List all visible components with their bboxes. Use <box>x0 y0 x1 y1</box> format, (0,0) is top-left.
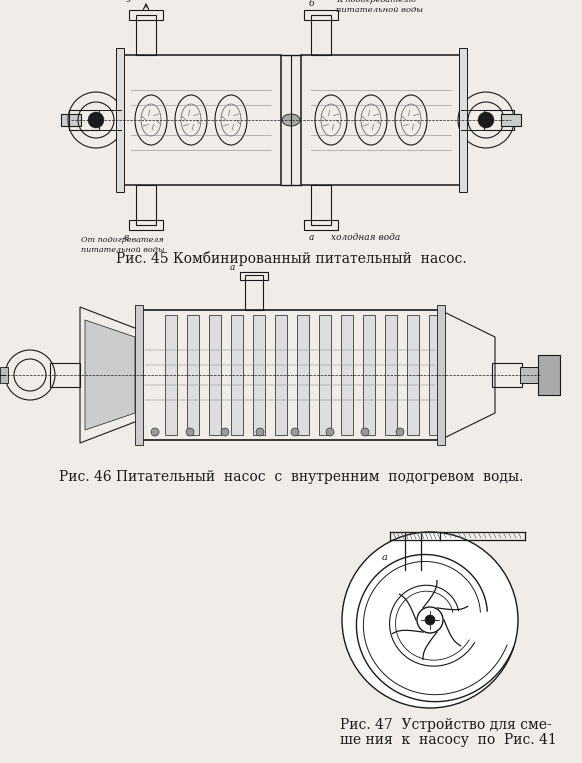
Bar <box>187 315 199 435</box>
Bar <box>437 305 445 445</box>
Circle shape <box>342 532 518 708</box>
Text: Рис. 46 Питательный  насос  с  внутренним  подогревом  воды.: Рис. 46 Питательный насос с внутренним п… <box>59 470 523 484</box>
Bar <box>231 315 243 435</box>
Bar <box>301 55 461 185</box>
Bar <box>319 315 331 435</box>
Text: к кот.лу: к кот.лу <box>91 0 132 2</box>
Bar <box>407 315 419 435</box>
Circle shape <box>417 607 443 633</box>
Bar <box>69 110 99 130</box>
Bar <box>363 315 375 435</box>
Text: в: в <box>123 233 129 242</box>
Bar <box>136 15 156 55</box>
Text: холодная вода: холодная вода <box>331 233 400 242</box>
Bar <box>484 110 514 130</box>
Bar <box>304 10 338 20</box>
Circle shape <box>88 112 104 128</box>
Bar <box>253 315 265 435</box>
Circle shape <box>151 428 159 436</box>
Bar <box>140 310 440 440</box>
Circle shape <box>478 112 494 128</box>
Bar <box>385 315 397 435</box>
Polygon shape <box>85 320 135 430</box>
Bar <box>165 315 177 435</box>
Bar <box>129 10 163 20</box>
Bar <box>501 114 521 126</box>
Bar <box>240 272 268 280</box>
Ellipse shape <box>282 114 300 126</box>
Circle shape <box>425 615 435 625</box>
Text: а: а <box>382 552 388 562</box>
Bar <box>311 185 331 225</box>
Bar <box>304 220 338 230</box>
Text: Рис. 45 Комбинированный питательный  насос.: Рис. 45 Комбинированный питательный насо… <box>116 250 466 266</box>
Circle shape <box>291 428 299 436</box>
Bar <box>129 220 163 230</box>
Bar <box>459 48 467 192</box>
Bar <box>520 367 540 383</box>
Circle shape <box>326 428 334 436</box>
Bar <box>0 367 8 383</box>
Bar <box>275 315 287 435</box>
Bar <box>121 55 281 185</box>
Bar <box>135 305 143 445</box>
Bar <box>61 114 81 126</box>
Circle shape <box>361 428 369 436</box>
Text: ше ния  к  насосу  по  Рис. 41: ше ния к насосу по Рис. 41 <box>340 733 557 747</box>
Bar <box>297 315 309 435</box>
Text: К подогревателю
питательной воды: К подогревателю питательной воды <box>336 0 423 14</box>
Circle shape <box>396 428 404 436</box>
Text: Рис. 47  Устройство для сме-: Рис. 47 Устройство для сме- <box>340 718 552 732</box>
Text: От подогревателя
питательной воды: От подогревателя питательной воды <box>81 237 164 253</box>
Bar <box>341 315 353 435</box>
Circle shape <box>186 428 194 436</box>
Circle shape <box>256 428 264 436</box>
Text: а: а <box>229 263 235 272</box>
Circle shape <box>221 428 229 436</box>
Bar <box>50 363 80 387</box>
Bar <box>429 315 441 435</box>
Bar <box>245 275 263 310</box>
Bar <box>311 15 331 55</box>
Text: б: б <box>308 0 314 8</box>
Bar <box>209 315 221 435</box>
Bar <box>136 185 156 225</box>
Text: а: а <box>308 233 314 242</box>
Bar <box>538 355 560 395</box>
Bar <box>116 48 124 192</box>
Bar <box>492 363 522 387</box>
